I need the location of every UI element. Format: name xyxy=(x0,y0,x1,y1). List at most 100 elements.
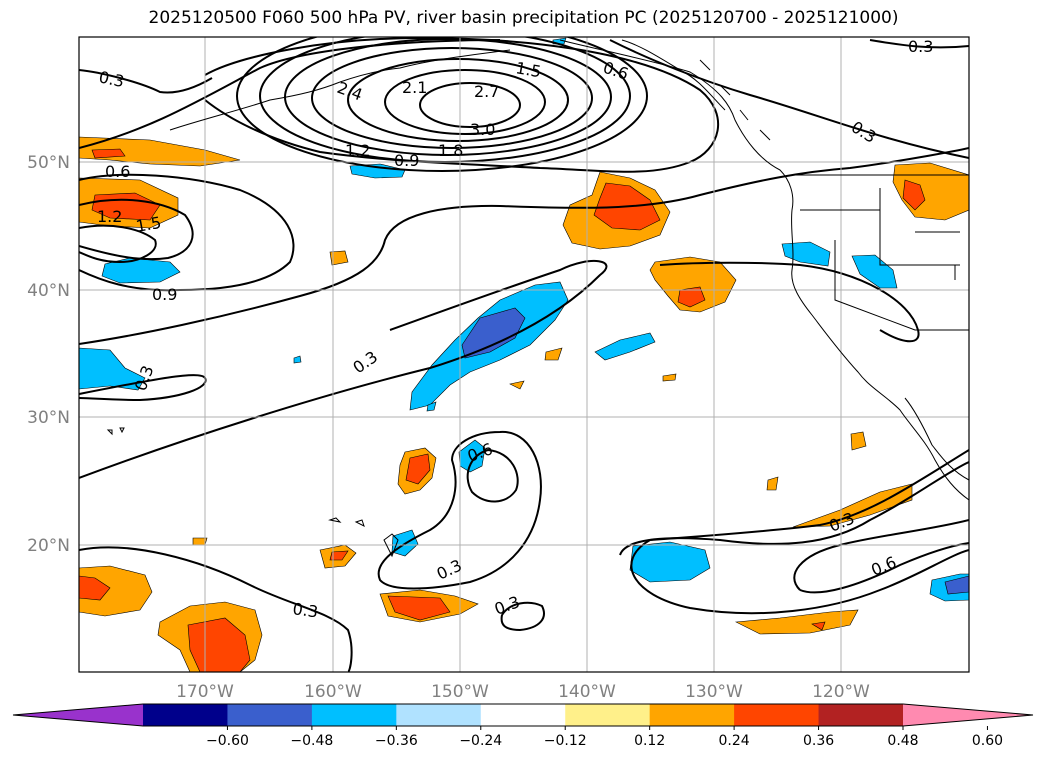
colorbar-segment xyxy=(311,704,397,726)
lat-label-20n: 20°N xyxy=(27,536,70,556)
lon-label-170w: 170°W xyxy=(176,682,234,702)
colorbar-segment xyxy=(734,704,820,726)
pv-contour-line xyxy=(869,39,969,49)
colorbar-tick-label: −0.24 xyxy=(459,733,502,749)
pv-contour-line xyxy=(347,58,569,142)
coastline xyxy=(699,59,771,141)
colorbar-segment xyxy=(818,704,904,726)
latitude-labels: 50°N 40°N 30°N 20°N xyxy=(27,153,70,556)
contour-label: 0.6 xyxy=(105,162,130,181)
border-state xyxy=(879,188,960,280)
lon-label-150w: 150°W xyxy=(431,682,489,702)
pv-contour-line xyxy=(204,37,719,173)
lon-label-120w: 120°W xyxy=(812,682,870,702)
contour-label: 1.8 xyxy=(438,141,463,160)
pv-contour-line xyxy=(79,259,608,479)
precip-region xyxy=(387,595,451,621)
coastline xyxy=(106,427,125,436)
precip-region xyxy=(79,575,111,601)
coastline xyxy=(339,49,511,83)
contour-label: 2.1 xyxy=(402,78,427,97)
pv-contour-line xyxy=(79,39,501,149)
pv-contour-line xyxy=(79,69,213,94)
pv-contour-line xyxy=(659,261,920,343)
map-title: 2025120500 F060 500 hPa PV, river basin … xyxy=(148,8,899,28)
colorbar-tick-label: −0.60 xyxy=(206,733,249,749)
precip-region xyxy=(851,254,898,289)
precip-region xyxy=(544,347,563,361)
precip-region xyxy=(329,550,349,561)
colorbar-tick-label: 0.48 xyxy=(887,733,918,749)
colorbar-segment xyxy=(649,704,735,726)
coastline xyxy=(328,517,399,558)
contour-label: 2.7 xyxy=(474,82,499,101)
contour-label: 1.5 xyxy=(134,213,162,236)
map-area: 0.3 0.3 0.6 2.4 2.1 1.5 2.7 3.0 1.2 0.9 … xyxy=(79,37,969,672)
colorbar-outline xyxy=(12,703,1034,727)
contour-label: 0.9 xyxy=(394,151,419,170)
contour-label: 0.3 xyxy=(291,599,319,621)
colorbar-segment xyxy=(143,704,228,726)
contour-label: 0.6 xyxy=(868,553,899,580)
coastline xyxy=(559,39,969,501)
precip-region xyxy=(766,476,779,491)
pv-contour-line xyxy=(500,601,545,632)
contour-label: 0.3 xyxy=(848,117,880,147)
colorbar-extend-low xyxy=(13,704,143,726)
pv-contour-line xyxy=(419,82,521,128)
contour-label: 3.0 xyxy=(470,120,495,139)
contour-label: 0.9 xyxy=(152,285,177,304)
colorbar-segment xyxy=(480,704,566,726)
coastline xyxy=(169,81,341,131)
pv-contour-line xyxy=(79,224,157,264)
contour-label: 0.6 xyxy=(465,439,495,466)
contour-label: 0.3 xyxy=(492,592,522,619)
pv-contour-line xyxy=(79,147,969,345)
precip-region xyxy=(662,373,677,382)
longitude-labels: 170°W 160°W 150°W 140°W 130°W 120°W xyxy=(176,682,870,702)
colorbar-segment xyxy=(227,704,313,726)
contour-label: 1.2 xyxy=(345,141,370,160)
precip-region xyxy=(426,401,437,412)
precip-region xyxy=(629,541,711,583)
precip-region xyxy=(79,565,153,617)
precip-region xyxy=(461,307,526,359)
political-borders xyxy=(790,174,969,331)
precip-region xyxy=(734,609,859,635)
pv-contour-line xyxy=(236,37,648,172)
pv-contour-line xyxy=(384,69,546,135)
contour-label: 1.5 xyxy=(514,58,542,81)
pv-contour-line xyxy=(466,448,519,503)
map-gridlines xyxy=(79,37,969,672)
precip-region xyxy=(944,575,969,595)
map-frame xyxy=(78,36,970,673)
contour-label: 0.3 xyxy=(97,67,126,91)
precip-region xyxy=(91,148,126,159)
precip-region xyxy=(293,355,302,364)
colorbar-tick-label: −0.48 xyxy=(290,733,333,749)
colorbar-extend-high xyxy=(903,704,1033,726)
colorbar-tick-label: −0.36 xyxy=(375,733,418,749)
pv-contour-line xyxy=(619,461,969,556)
contour-label: 0.3 xyxy=(908,37,933,56)
lat-label-30n: 30°N xyxy=(27,408,70,428)
lon-label-160w: 160°W xyxy=(304,682,362,702)
pv-contour-line xyxy=(79,374,207,402)
colorbar-tick-label: 0.36 xyxy=(803,733,834,749)
colorbar: −0.60 −0.48 −0.36 −0.24 −0.12 0.12 0.24 0.36 0.4… xyxy=(12,703,1034,749)
lon-label-130w: 130°W xyxy=(685,682,743,702)
precip-region xyxy=(349,163,406,179)
precip-region xyxy=(811,621,826,631)
colorbar-tick-label: −0.12 xyxy=(544,733,587,749)
colorbar-tick-label: 0.12 xyxy=(634,733,665,749)
lat-label-50n: 50°N xyxy=(27,153,70,173)
colorbar-segment xyxy=(565,704,651,726)
precip-region xyxy=(405,453,431,485)
pv-contours xyxy=(79,37,969,672)
coastline xyxy=(904,397,969,481)
precip-region xyxy=(79,136,241,167)
contour-label: 0.3 xyxy=(349,347,381,377)
pv-contour-line xyxy=(79,198,194,261)
coastlines xyxy=(106,39,969,558)
